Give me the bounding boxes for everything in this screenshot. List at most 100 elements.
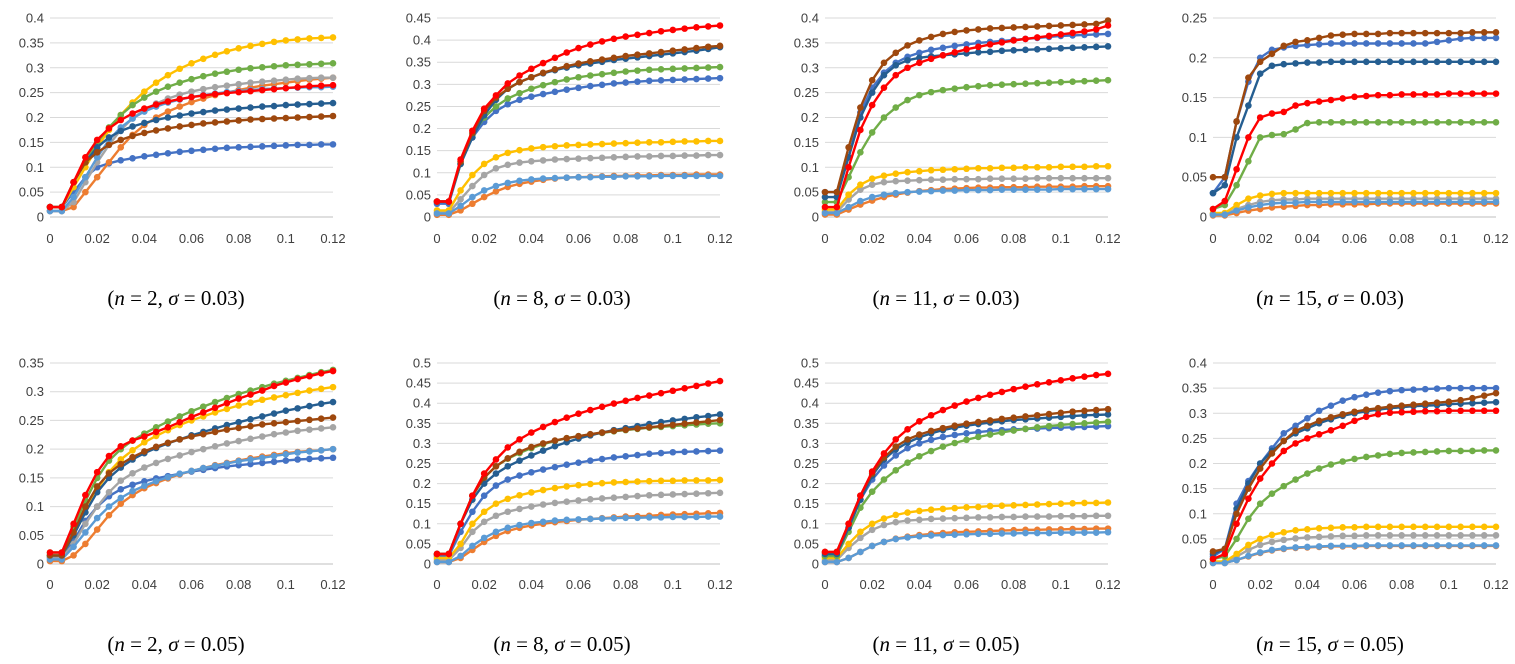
data-point xyxy=(598,495,606,502)
data-point xyxy=(492,456,500,463)
series-red xyxy=(46,81,337,211)
data-point xyxy=(317,113,325,120)
data-point xyxy=(539,81,547,89)
data-point xyxy=(528,65,535,73)
data-point xyxy=(1245,195,1252,202)
data-point xyxy=(1010,24,1017,31)
data-point xyxy=(1374,404,1382,412)
data-point xyxy=(1033,163,1041,171)
data-point xyxy=(1010,164,1017,172)
data-point xyxy=(1410,542,1417,549)
data-point xyxy=(868,175,876,182)
series-red xyxy=(46,367,337,556)
data-point xyxy=(117,477,125,485)
data-point xyxy=(294,61,301,69)
data-point xyxy=(1081,529,1088,536)
data-point xyxy=(528,503,535,510)
data-point xyxy=(258,421,266,428)
data-point xyxy=(645,477,653,485)
data-point xyxy=(1386,29,1394,37)
data-point xyxy=(575,155,582,162)
series-blue xyxy=(433,74,724,208)
data-point xyxy=(258,63,266,71)
data-point xyxy=(223,460,231,467)
data-point xyxy=(657,77,665,84)
data-point xyxy=(669,477,677,485)
data-point xyxy=(539,440,547,447)
data-point xyxy=(1421,407,1429,415)
data-point xyxy=(551,174,559,182)
data-point xyxy=(1057,529,1065,536)
series-lightblue xyxy=(821,185,1112,217)
x-tick-label: 0 xyxy=(821,231,828,246)
y-tick-label: 0.35 xyxy=(19,356,44,371)
data-point xyxy=(1362,92,1370,100)
data-point xyxy=(1233,556,1240,564)
series-navy xyxy=(46,99,337,211)
data-point xyxy=(1280,108,1288,116)
data-point xyxy=(704,489,712,497)
data-point xyxy=(1104,411,1112,418)
data-point xyxy=(939,52,947,59)
data-point xyxy=(199,85,207,93)
data-point xyxy=(1256,134,1264,141)
data-point xyxy=(1033,501,1041,508)
data-point xyxy=(1339,95,1347,102)
data-point xyxy=(223,405,231,413)
data-point xyxy=(294,36,301,43)
data-point xyxy=(551,142,559,150)
data-point xyxy=(1268,131,1276,139)
data-point xyxy=(235,144,242,151)
data-point xyxy=(1304,36,1311,44)
data-point xyxy=(951,85,959,92)
data-point xyxy=(469,200,476,208)
data-point xyxy=(188,110,195,117)
data-point xyxy=(82,520,89,528)
data-point xyxy=(1292,535,1299,542)
data-point xyxy=(622,79,629,86)
data-point xyxy=(117,494,125,502)
data-point xyxy=(833,188,841,196)
chart-panel-2: 0 0.05 0.1 0.15 0.2 0.25 0.3 0.35 0.4 0.45 0 0.02 0.… xyxy=(406,11,733,311)
data-point xyxy=(1410,401,1417,409)
data-point xyxy=(317,141,325,148)
data-point xyxy=(845,191,852,198)
data-point xyxy=(657,477,665,485)
data-point xyxy=(211,404,219,412)
data-point xyxy=(986,25,994,32)
data-point xyxy=(857,186,864,193)
data-point xyxy=(528,73,535,81)
data-point xyxy=(645,491,653,499)
x-tick-label: 0.08 xyxy=(1389,577,1414,592)
data-point xyxy=(681,490,688,498)
data-point xyxy=(282,379,290,386)
data-point xyxy=(270,410,278,417)
data-point xyxy=(669,513,677,521)
data-point xyxy=(1292,60,1299,67)
data-point xyxy=(622,139,629,147)
data-point xyxy=(1033,34,1041,41)
data-point xyxy=(1339,410,1347,418)
data-point xyxy=(998,388,1006,396)
data-point xyxy=(1081,77,1088,85)
data-point xyxy=(1304,422,1311,430)
data-point xyxy=(270,38,278,46)
data-point xyxy=(563,49,571,56)
data-point xyxy=(551,88,559,96)
data-point xyxy=(1469,189,1476,197)
data-point xyxy=(598,140,606,148)
data-point xyxy=(998,175,1006,182)
data-point xyxy=(610,173,618,181)
data-point xyxy=(258,115,266,123)
data-point xyxy=(1410,91,1417,98)
data-point xyxy=(70,520,77,528)
data-point xyxy=(1292,440,1299,447)
data-point xyxy=(904,177,911,184)
data-point xyxy=(693,64,700,72)
data-point xyxy=(1421,542,1429,549)
data-point xyxy=(1104,185,1112,193)
data-point xyxy=(974,82,982,90)
data-point xyxy=(235,105,242,112)
data-point xyxy=(892,189,900,197)
data-point xyxy=(199,55,207,63)
